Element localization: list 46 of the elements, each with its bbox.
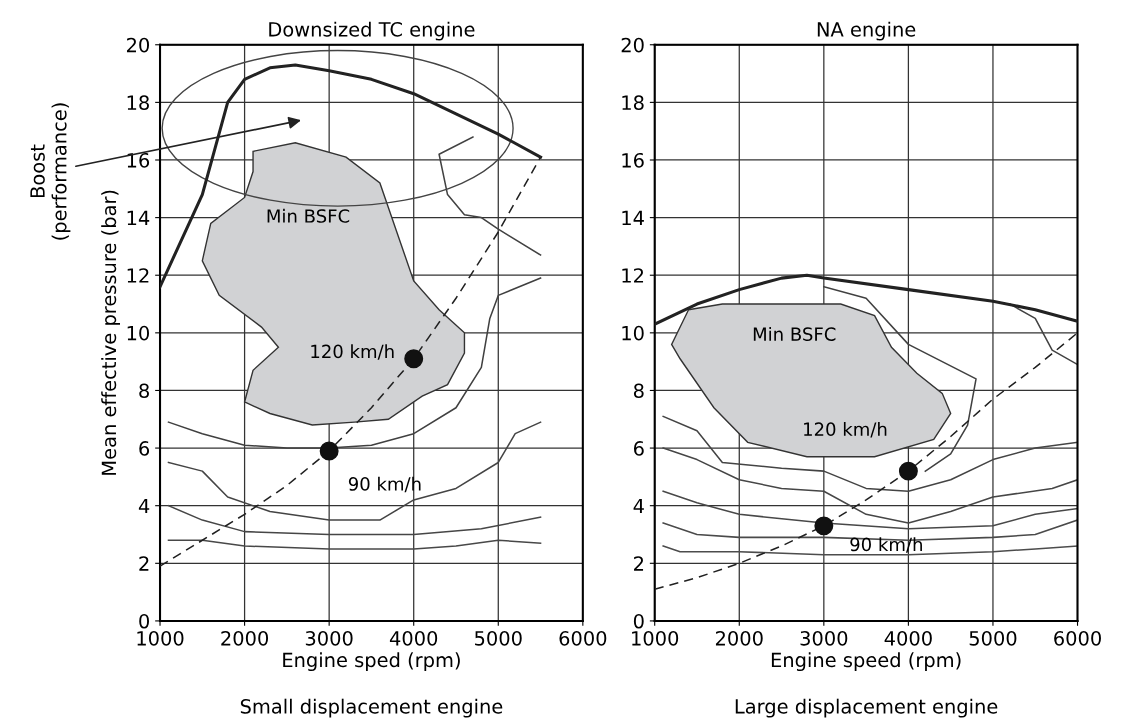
y-tick-label: 16 (127, 152, 150, 168)
x-tick-label: 4000 (389, 630, 438, 646)
y-tick-label: 14 (127, 210, 150, 225)
chart-title: NA engine (817, 21, 916, 41)
y-tick-label: 0 (633, 613, 644, 629)
y-tick-label: 10 (622, 325, 644, 341)
y-tick-label: 6 (633, 441, 644, 456)
x-tick-label: 2000 (221, 630, 269, 646)
x-axis-title: Engine speed (rpm) (771, 652, 961, 672)
x-tick-label: 1000 (137, 630, 184, 646)
y-tick-label: 20 (126, 37, 150, 53)
y-tick-label: 12 (622, 268, 644, 283)
y-tick-label: 8 (139, 383, 149, 399)
annotation: 120 km/h (804, 422, 887, 438)
text: Large displacement engine (735, 698, 998, 718)
y-tick-label: 2 (634, 556, 644, 571)
y-tick-label: 0 (139, 613, 150, 629)
annotation: Min BSFC (753, 326, 836, 341)
y-tick-label: 16 (622, 152, 644, 168)
y-axis-title: Mean effective pressure (bar) (101, 190, 121, 475)
y-tick-label: 12 (127, 268, 149, 283)
text: Boost (performance) (30, 103, 71, 240)
y-tick-label: 6 (139, 441, 150, 456)
x-tick-label: 5000 (969, 630, 1017, 646)
y-tick-label: 10 (127, 325, 150, 341)
y-tick-label: 18 (622, 95, 644, 111)
x-tick-label: 5000 (475, 630, 522, 646)
y-tick-label: 2 (139, 556, 149, 571)
x-tick-label: 1000 (632, 630, 679, 646)
y-tick-label: 18 (127, 95, 149, 111)
y-tick-label: 14 (622, 210, 644, 225)
y-tick-label: 4 (138, 498, 150, 514)
x-axis-title: Engine sped (rpm) (283, 652, 460, 672)
x-tick-label: 2000 (715, 630, 763, 646)
x-tick-label: 6000 (559, 630, 607, 646)
chart-title: Downsized TC engine (269, 21, 475, 41)
y-tick-label: 8 (633, 383, 644, 399)
x-tick-label: 6000 (1054, 630, 1101, 646)
x-tick-label: 4000 (884, 630, 932, 646)
y-tick-label: 4 (633, 498, 644, 514)
annotation: 120 km/h (311, 344, 394, 360)
y-tick-label: 20 (621, 37, 644, 53)
x-tick-label: 3000 (305, 630, 353, 646)
annotation: Min BSFC (267, 208, 350, 223)
x-tick-label: 3000 (800, 630, 848, 646)
text: Small displacement engine (240, 698, 503, 718)
